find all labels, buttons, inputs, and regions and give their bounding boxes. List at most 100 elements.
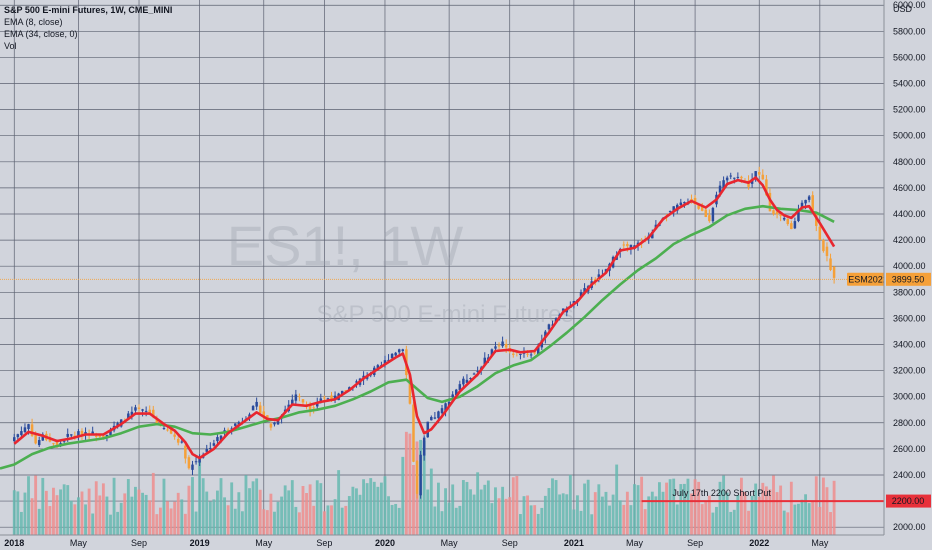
candle-body bbox=[544, 331, 547, 338]
volume-bar bbox=[768, 489, 772, 535]
volume-bar bbox=[686, 478, 690, 535]
volume-bars bbox=[12, 431, 836, 535]
volume-bar bbox=[55, 495, 59, 535]
candle-body bbox=[94, 435, 98, 437]
candle-body bbox=[437, 411, 440, 419]
candle-body bbox=[166, 429, 169, 431]
candle-body bbox=[504, 343, 508, 348]
time-tick-label: 2021 bbox=[564, 538, 584, 548]
volume-bar bbox=[230, 482, 234, 535]
volume-bar bbox=[44, 490, 48, 535]
price-axis-background bbox=[884, 0, 932, 535]
price-tick-label: 2000.00 bbox=[893, 522, 926, 532]
volume-bar bbox=[522, 496, 526, 535]
volume-bar bbox=[444, 488, 447, 535]
volume-bar bbox=[80, 491, 84, 535]
volume-bar bbox=[379, 482, 383, 535]
volume-bar bbox=[807, 503, 811, 535]
candle-body bbox=[697, 203, 700, 209]
price-tick-label: 4600.00 bbox=[893, 183, 926, 193]
price-tick-label: 4000.00 bbox=[893, 261, 926, 271]
volume-bar bbox=[319, 483, 323, 535]
price-tick-label: 4400.00 bbox=[893, 209, 926, 219]
volume-bar bbox=[597, 484, 601, 535]
volume-bar bbox=[130, 496, 134, 535]
volume-bar bbox=[105, 496, 109, 535]
volume-bar bbox=[383, 476, 387, 535]
candle-body bbox=[333, 395, 337, 400]
time-tick-label: Sep bbox=[316, 538, 332, 548]
volume-bar bbox=[700, 504, 704, 535]
candle-body bbox=[772, 210, 775, 215]
volume-bar bbox=[87, 488, 91, 535]
grid bbox=[0, 0, 884, 535]
volume-bar bbox=[786, 512, 790, 535]
time-axis[interactable]: 2018 May Sep 2019 May Sep 2020 May Sep 2021 May Sep… bbox=[0, 534, 932, 550]
candle-body bbox=[276, 420, 280, 425]
volume-bar bbox=[504, 498, 508, 535]
candle-body bbox=[62, 440, 66, 442]
candle-body bbox=[765, 179, 768, 196]
symbol-tag: ESM2022 bbox=[848, 274, 888, 284]
time-tick-label: May bbox=[626, 538, 644, 548]
candle-body bbox=[130, 411, 134, 416]
volume-bar bbox=[654, 496, 658, 535]
candle-body bbox=[219, 435, 223, 441]
volume-bar bbox=[30, 498, 34, 535]
volume-bar bbox=[476, 472, 480, 535]
volume-bar bbox=[690, 493, 693, 535]
candle-body bbox=[561, 308, 565, 311]
volume-bar bbox=[233, 508, 237, 535]
volume-bar bbox=[725, 492, 729, 535]
study-ema-slow[interactable]: EMA (34, close, 0) bbox=[4, 29, 78, 39]
volume-bar bbox=[832, 480, 836, 535]
study-ema-fast[interactable]: EMA (8, close) bbox=[4, 17, 63, 27]
volume-bar bbox=[394, 503, 398, 535]
candle-body bbox=[832, 266, 836, 278]
candle-body bbox=[779, 215, 782, 217]
study-volume[interactable]: Vol bbox=[4, 41, 17, 51]
candle-body bbox=[20, 431, 23, 435]
volume-bar bbox=[315, 480, 319, 535]
price-tick-label: 5200.00 bbox=[893, 105, 926, 115]
price-axis[interactable]: USD 2000.00 2200.00 2400.00 2600.00 2800.00 3… bbox=[883, 0, 932, 535]
candle-body bbox=[668, 211, 672, 213]
volume-bar bbox=[818, 506, 822, 535]
volume-bar bbox=[722, 475, 726, 535]
volume-bar bbox=[658, 482, 661, 535]
volume-bar bbox=[629, 505, 633, 535]
volume-bar bbox=[675, 504, 679, 535]
candle-body bbox=[462, 378, 465, 385]
price-tick-label: 2400.00 bbox=[893, 470, 926, 480]
candle-body bbox=[191, 464, 194, 470]
candle-body bbox=[533, 352, 536, 354]
candle-body bbox=[818, 226, 822, 240]
volume-bar bbox=[351, 486, 355, 535]
ema-slow-line bbox=[0, 204, 835, 470]
price-tick-label: 5000.00 bbox=[893, 131, 926, 141]
candle-body bbox=[711, 207, 715, 222]
volume-bar bbox=[73, 504, 77, 535]
price-tick-label: 6000.00 bbox=[893, 0, 926, 10]
volume-bar bbox=[248, 488, 251, 535]
volume-bar bbox=[109, 514, 112, 535]
short-put-line[interactable]: July 17th 2200 Short Put bbox=[641, 488, 884, 503]
candle-body bbox=[440, 408, 444, 414]
candle-body bbox=[162, 428, 166, 430]
volume-bar bbox=[590, 514, 594, 535]
candle-body bbox=[829, 258, 832, 270]
volume-bar bbox=[636, 485, 640, 535]
candle-body bbox=[109, 430, 112, 435]
volume-bar bbox=[800, 499, 804, 535]
volume-bar bbox=[693, 479, 697, 535]
volume-bar bbox=[76, 497, 80, 535]
candle-body bbox=[583, 288, 586, 293]
volume-bar bbox=[294, 506, 298, 535]
volume-bar bbox=[665, 482, 668, 535]
volume-bar bbox=[547, 488, 551, 535]
volume-bar bbox=[62, 484, 66, 535]
volume-bar bbox=[615, 464, 619, 535]
candle-body bbox=[301, 399, 305, 403]
symbol-title[interactable]: S&P 500 E-mini Futures, 1W, CME_MINI bbox=[4, 5, 173, 15]
